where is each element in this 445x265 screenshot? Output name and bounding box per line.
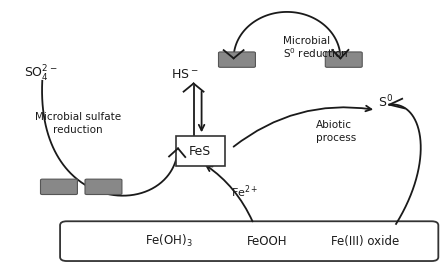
Text: Fe(III) oxide: Fe(III) oxide: [331, 235, 399, 248]
Text: S$^0$: S$^0$: [378, 94, 393, 110]
FancyBboxPatch shape: [176, 136, 225, 166]
FancyBboxPatch shape: [325, 52, 362, 67]
Text: HS$^-$: HS$^-$: [171, 68, 199, 81]
FancyBboxPatch shape: [40, 179, 77, 195]
FancyBboxPatch shape: [60, 221, 438, 261]
Text: FeOOH: FeOOH: [247, 235, 287, 248]
Text: SO$_4^{2-}$: SO$_4^{2-}$: [24, 64, 58, 84]
FancyBboxPatch shape: [85, 179, 122, 195]
Text: reduction: reduction: [53, 125, 103, 135]
Text: Microbial sulfate: Microbial sulfate: [35, 112, 121, 122]
FancyBboxPatch shape: [218, 52, 255, 67]
Text: Fe$^{2+}$: Fe$^{2+}$: [231, 184, 259, 200]
Text: process: process: [316, 133, 356, 143]
Text: Microbial: Microbial: [283, 36, 330, 46]
Text: FeS: FeS: [189, 144, 211, 158]
Text: Fe(OH)$_3$: Fe(OH)$_3$: [145, 233, 193, 249]
Text: S$^0$ reduction: S$^0$ reduction: [283, 46, 348, 60]
Text: Abiotic: Abiotic: [316, 120, 352, 130]
